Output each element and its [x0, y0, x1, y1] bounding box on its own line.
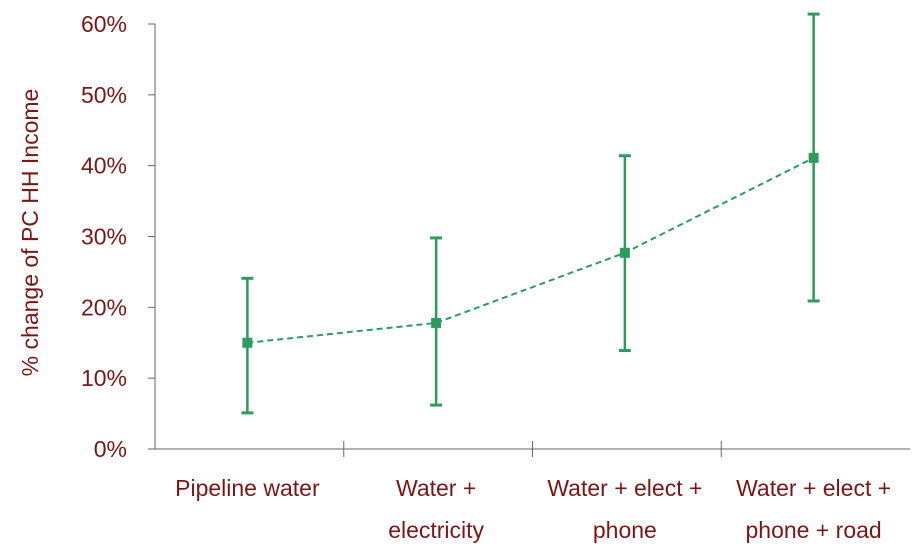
- series-lines: [247, 156, 815, 344]
- y-ticks: 0% 10% 20% 30% 40% 50% 60%: [81, 11, 155, 462]
- x-category-label-line: electricity: [388, 517, 484, 543]
- x-category-label: Water + elect + phone + road: [736, 475, 891, 543]
- data-markers: [242, 152, 819, 348]
- y-tick-label: 60%: [81, 11, 127, 37]
- x-category-label-line: Water + elect +: [547, 475, 702, 501]
- data-point-marker: [242, 337, 253, 348]
- data-point-marker: [619, 247, 630, 258]
- y-tick-label: 20%: [81, 294, 127, 320]
- x-category-label-line: Water + elect +: [736, 475, 891, 501]
- x-category-label: Water + electricity: [388, 475, 484, 543]
- y-tick-label: 40%: [81, 153, 127, 179]
- series-line: [247, 156, 815, 344]
- x-category-label-line: phone + road: [746, 517, 882, 543]
- x-category-label-line: Pipeline water: [175, 475, 320, 501]
- x-category-label-line: Water +: [396, 475, 476, 501]
- y-tick-label: 50%: [81, 82, 127, 108]
- x-category-label-line: phone: [593, 517, 657, 543]
- x-category-label: Pipeline water: [175, 475, 320, 501]
- x-category-label: Water + elect + phone: [547, 475, 702, 543]
- y-axis-label: % change of PC HH Income: [17, 89, 43, 377]
- x-ticks: Pipeline water Water + electricity Water + …: [175, 441, 891, 543]
- error-bars: [241, 12, 820, 415]
- y-tick-label: 0%: [94, 436, 127, 462]
- y-tick-label: 10%: [81, 365, 127, 391]
- data-point-marker: [431, 317, 442, 328]
- axes: [154, 24, 910, 450]
- y-tick-label: 30%: [81, 224, 127, 250]
- data-point-marker: [808, 152, 819, 163]
